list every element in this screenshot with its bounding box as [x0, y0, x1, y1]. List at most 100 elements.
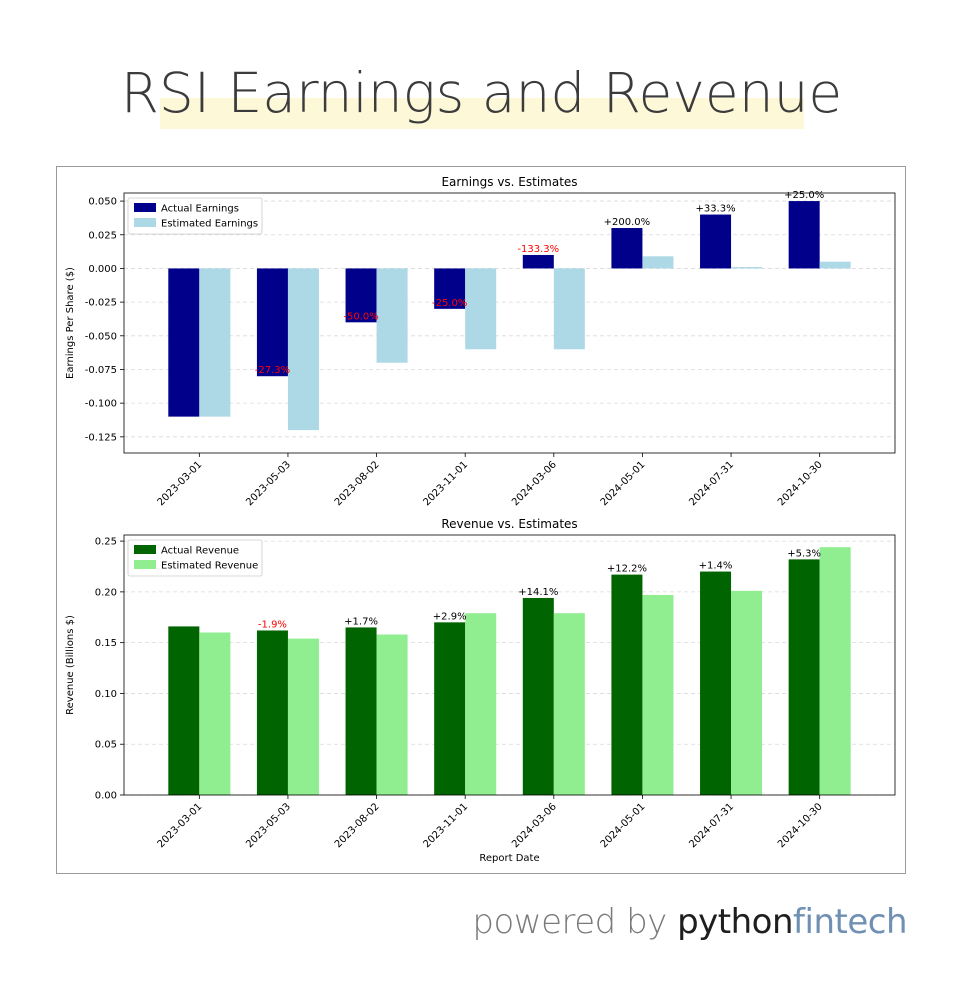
data-label: +200.0%: [604, 217, 651, 228]
bar-actual: [522, 597, 554, 795]
bar-estimated: [819, 261, 851, 269]
bar-actual: [168, 268, 200, 417]
y-tick-label: -0.125: [85, 432, 117, 443]
footer-brand-python: python: [677, 902, 794, 942]
legend-swatch: [134, 218, 156, 227]
legend-entry: Estimated Earnings: [161, 219, 258, 230]
x-tick-label: 2023-11-01: [421, 801, 470, 850]
x-tick-label: 2024-10-30: [776, 459, 825, 508]
y-tick-label: 0.050: [88, 197, 117, 208]
data-label: +1.4%: [699, 561, 733, 572]
y-tick-label: 0.000: [88, 264, 117, 275]
bar-actual: [434, 622, 466, 795]
legend: Actual Revenue Estimated Revenue: [127, 539, 263, 577]
y-tick-label: 0.00: [95, 791, 117, 802]
x-tick-label: 2023-05-03: [244, 459, 293, 508]
bar-actual: [788, 559, 820, 795]
bar-estimated: [553, 613, 585, 795]
bar-actual: [522, 254, 554, 269]
bar-estimated: [287, 638, 319, 795]
revenue-chart: Revenue vs. Estimates 0.25 0.20 0.15 0.10 0.0…: [65, 517, 896, 864]
data-label: +25.0%: [784, 190, 824, 201]
y-tick-label: -0.050: [85, 331, 117, 342]
x-tick-label: 2024-05-01: [599, 459, 648, 508]
y-tick-label: -0.100: [85, 399, 117, 410]
y-tick-label: 0.05: [95, 740, 117, 751]
legend-box: [127, 539, 263, 577]
legend-entry: Estimated Revenue: [161, 561, 258, 572]
bar-estimated: [553, 268, 585, 350]
data-label: -133.3%: [517, 244, 559, 255]
page-title-container: RSI Earnings and Revenue: [0, 58, 963, 128]
bar-actual: [345, 268, 377, 323]
y-tick-label: 0.15: [95, 638, 117, 649]
data-label: +12.2%: [607, 564, 647, 575]
x-tick-label: 2023-08-02: [333, 459, 382, 508]
bar-actual: [611, 228, 643, 269]
x-tick-label: 2024-03-06: [510, 459, 559, 508]
data-label: +1.7%: [344, 616, 378, 627]
x-tick-label: 2023-05-03: [244, 801, 293, 850]
bar-estimated: [199, 632, 231, 795]
plot-area: [123, 192, 896, 454]
bar-estimated: [731, 267, 763, 269]
y-tick-label: 0.10: [95, 689, 117, 700]
y-tick-label: 0.20: [95, 587, 117, 598]
earnings-chart: Earnings vs. Estimates 0.050 0.025 0.000 -0.…: [65, 175, 896, 508]
data-label: +33.3%: [695, 204, 735, 215]
data-label: -27.3%: [255, 365, 290, 376]
bar-estimated: [642, 594, 674, 795]
x-tick-label: 2024-05-01: [599, 801, 648, 850]
data-label: -25.0%: [432, 298, 467, 309]
legend-entry: Actual Earnings: [161, 204, 239, 215]
data-label: +14.1%: [518, 587, 558, 598]
x-axis-label: Report Date: [479, 853, 539, 864]
y-axis-label: Earnings Per Share ($): [65, 267, 76, 379]
footer-brand-fintech: fintech: [793, 902, 907, 942]
legend-entry: Actual Revenue: [161, 546, 239, 557]
x-tick-label: 2023-08-02: [333, 801, 382, 850]
legend: Actual Earnings Estimated Earnings: [127, 197, 263, 235]
y-tick-label: 0.25: [95, 537, 117, 548]
x-tick-label: 2023-03-01: [156, 801, 205, 850]
bar-estimated: [287, 268, 319, 431]
bar-actual: [256, 268, 288, 377]
footer-prefix: powered by: [472, 902, 678, 942]
x-tick-label: 2023-11-01: [421, 459, 470, 508]
legend-swatch: [134, 560, 156, 569]
data-label: -1.9%: [258, 619, 287, 630]
x-tick-label: 2024-07-31: [687, 459, 736, 508]
data-label: -50.0%: [343, 311, 378, 322]
chart-title: Revenue vs. Estimates: [441, 517, 577, 531]
bar-actual: [168, 626, 200, 795]
data-label: +5.3%: [787, 548, 821, 559]
bar-actual: [788, 201, 820, 269]
data-label: +2.9%: [433, 611, 467, 622]
legend-swatch: [134, 203, 156, 212]
chart-title: Earnings vs. Estimates: [441, 175, 577, 189]
bar-estimated: [642, 256, 674, 269]
bar-estimated: [376, 268, 408, 363]
page-title: RSI Earnings and Revenue: [120, 61, 843, 125]
bar-actual: [256, 630, 288, 795]
y-axis-label: Revenue (Billions $): [65, 615, 76, 715]
bar-actual: [345, 627, 377, 795]
charts-canvas: Earnings vs. Estimates 0.050 0.025 0.000 -0.…: [65, 175, 896, 864]
bar-estimated: [465, 613, 497, 795]
x-tick-label: 2024-03-06: [510, 801, 559, 850]
y-tick-label: -0.075: [85, 365, 117, 376]
bar-estimated: [731, 590, 763, 795]
title-highlight: [160, 98, 804, 129]
bar-actual: [700, 571, 732, 795]
x-tick-label: 2024-10-30: [776, 801, 825, 850]
x-tick-label: 2024-07-31: [687, 801, 736, 850]
bar-estimated: [819, 547, 851, 795]
footer-branding: powered by pythonfintech: [472, 902, 907, 942]
legend-box: [127, 197, 263, 235]
legend-swatch: [134, 545, 156, 554]
chart-frame: Earnings vs. Estimates 0.050 0.025 0.000 -0.…: [56, 166, 906, 874]
bar-estimated: [199, 268, 231, 417]
bar-actual: [700, 214, 732, 269]
plot-area: [123, 534, 896, 796]
y-tick-label: 0.025: [88, 230, 117, 241]
